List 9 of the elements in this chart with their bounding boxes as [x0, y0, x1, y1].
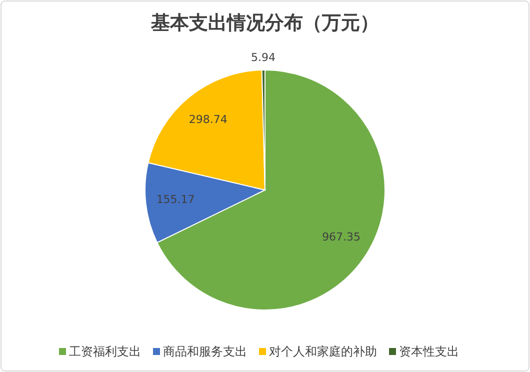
legend-label: 商品和服务支出 — [163, 344, 247, 358]
data-label: 298.74 — [188, 113, 228, 126]
chart-title: 基本支出情况分布（万元） — [150, 12, 379, 34]
data-label: 155.17 — [156, 193, 195, 206]
legend-label: 工资福利支出 — [69, 344, 141, 358]
data-label: 967.35 — [322, 230, 361, 244]
legend-label: 对个人和家庭的补助 — [269, 344, 377, 358]
data-label: 5.94 — [251, 51, 276, 64]
legend-label: 资本性支出 — [399, 344, 459, 358]
